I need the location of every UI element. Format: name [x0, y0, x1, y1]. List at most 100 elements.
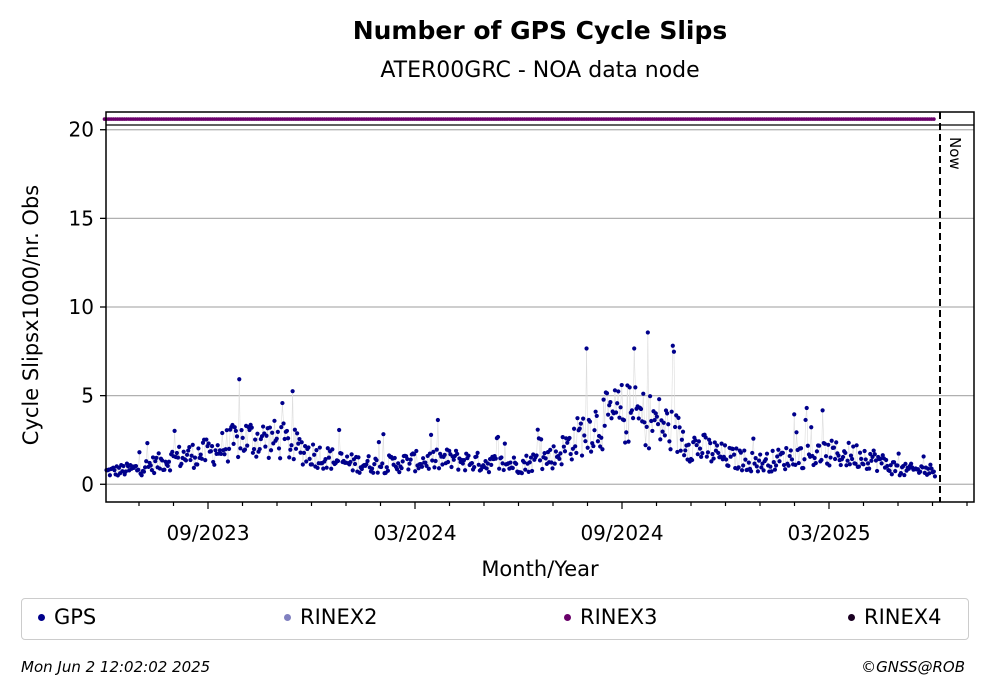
gps-point — [764, 451, 770, 456]
gps-point — [281, 421, 286, 426]
gps-point — [196, 446, 201, 451]
gps-connector — [804, 419, 806, 460]
gps-connector — [827, 444, 830, 466]
gps-point — [136, 467, 141, 472]
gps-point — [531, 452, 536, 457]
gps-connector — [806, 407, 809, 446]
gps-connector — [797, 449, 800, 464]
gps-point — [499, 455, 504, 460]
gps-point — [861, 462, 866, 467]
gps-connector — [795, 432, 797, 465]
gps-point — [840, 454, 846, 460]
gps-connector — [430, 434, 433, 461]
gps-connector — [221, 432, 224, 451]
gps-connector — [852, 446, 855, 464]
gps-point — [414, 448, 419, 454]
gps-connector — [530, 457, 533, 471]
gps-point — [548, 447, 553, 452]
gps-point — [682, 453, 687, 458]
gps-point — [871, 448, 876, 453]
gps-point — [469, 461, 475, 466]
gps-point — [770, 448, 775, 453]
gps-point — [430, 458, 435, 463]
gps-point — [187, 445, 192, 450]
gps-connector — [677, 417, 679, 452]
gps-point — [385, 468, 391, 473]
gps-point — [400, 459, 405, 464]
gps-connector — [237, 379, 240, 458]
gps-connector — [587, 419, 590, 448]
gps-point — [245, 443, 250, 448]
gps-connector — [137, 452, 140, 470]
gps-point — [671, 349, 677, 354]
gps-point — [777, 459, 782, 464]
gps-connector — [553, 446, 556, 464]
gps-point — [699, 454, 704, 459]
gps-point — [599, 435, 604, 440]
gps-connector — [240, 430, 242, 449]
gps-point — [863, 457, 868, 462]
gps-point — [219, 451, 224, 457]
gps-connector — [287, 438, 290, 458]
gps-point — [165, 463, 170, 468]
gps-point — [853, 461, 858, 466]
gps-point — [349, 452, 354, 457]
gps-point — [344, 454, 350, 459]
gps-point — [315, 465, 320, 471]
gps-connector — [269, 427, 272, 451]
gps-point — [693, 438, 698, 443]
gps-point — [204, 437, 209, 442]
gps-connector — [429, 434, 432, 454]
gps-connector — [604, 392, 607, 426]
gps-point — [514, 461, 519, 467]
gps-point — [578, 421, 583, 426]
gps-point — [280, 400, 285, 406]
gps-point — [792, 412, 797, 417]
gps-connector — [145, 443, 148, 462]
gps-connector — [267, 428, 270, 458]
gps-point — [559, 462, 564, 467]
gps-connector — [279, 427, 282, 459]
gps-point — [668, 447, 673, 452]
gps-connector — [294, 429, 297, 449]
gps-point — [789, 457, 795, 462]
gps-point — [600, 447, 605, 452]
gps-connector — [228, 429, 231, 449]
gps-point — [208, 449, 214, 454]
gps-connector — [445, 449, 448, 464]
gps-point — [724, 457, 729, 462]
gps-point — [719, 441, 724, 446]
gps-connector — [277, 431, 280, 449]
gps-connector — [625, 385, 628, 433]
gps-point — [236, 454, 241, 460]
legend-marker-rinex4 — [848, 613, 855, 621]
gps-point — [447, 448, 452, 453]
gps-point — [672, 424, 678, 430]
gps-point — [594, 413, 599, 419]
gps-point — [231, 441, 236, 446]
gps-point — [380, 461, 385, 466]
gps-point — [769, 469, 774, 474]
gps-point — [657, 397, 662, 402]
gps-point — [753, 456, 758, 461]
gps-point — [643, 443, 648, 448]
gps-point — [896, 451, 901, 456]
gps-point — [742, 448, 747, 453]
gps-point — [233, 428, 238, 433]
gps-connector — [734, 448, 737, 469]
gps-point — [773, 463, 779, 468]
gps-point — [728, 454, 733, 459]
gps-point — [198, 452, 203, 457]
gps-point — [411, 452, 417, 457]
gps-connector — [416, 450, 418, 466]
gps-point — [582, 433, 587, 438]
gps-point — [772, 467, 778, 472]
gps-point — [898, 470, 904, 476]
gps-point — [562, 449, 568, 454]
gps-connector — [211, 446, 214, 462]
gps-point — [879, 461, 884, 466]
gps-point — [756, 458, 762, 463]
gps-point — [148, 463, 153, 468]
gps-point — [144, 459, 149, 464]
gps-point — [199, 456, 204, 461]
